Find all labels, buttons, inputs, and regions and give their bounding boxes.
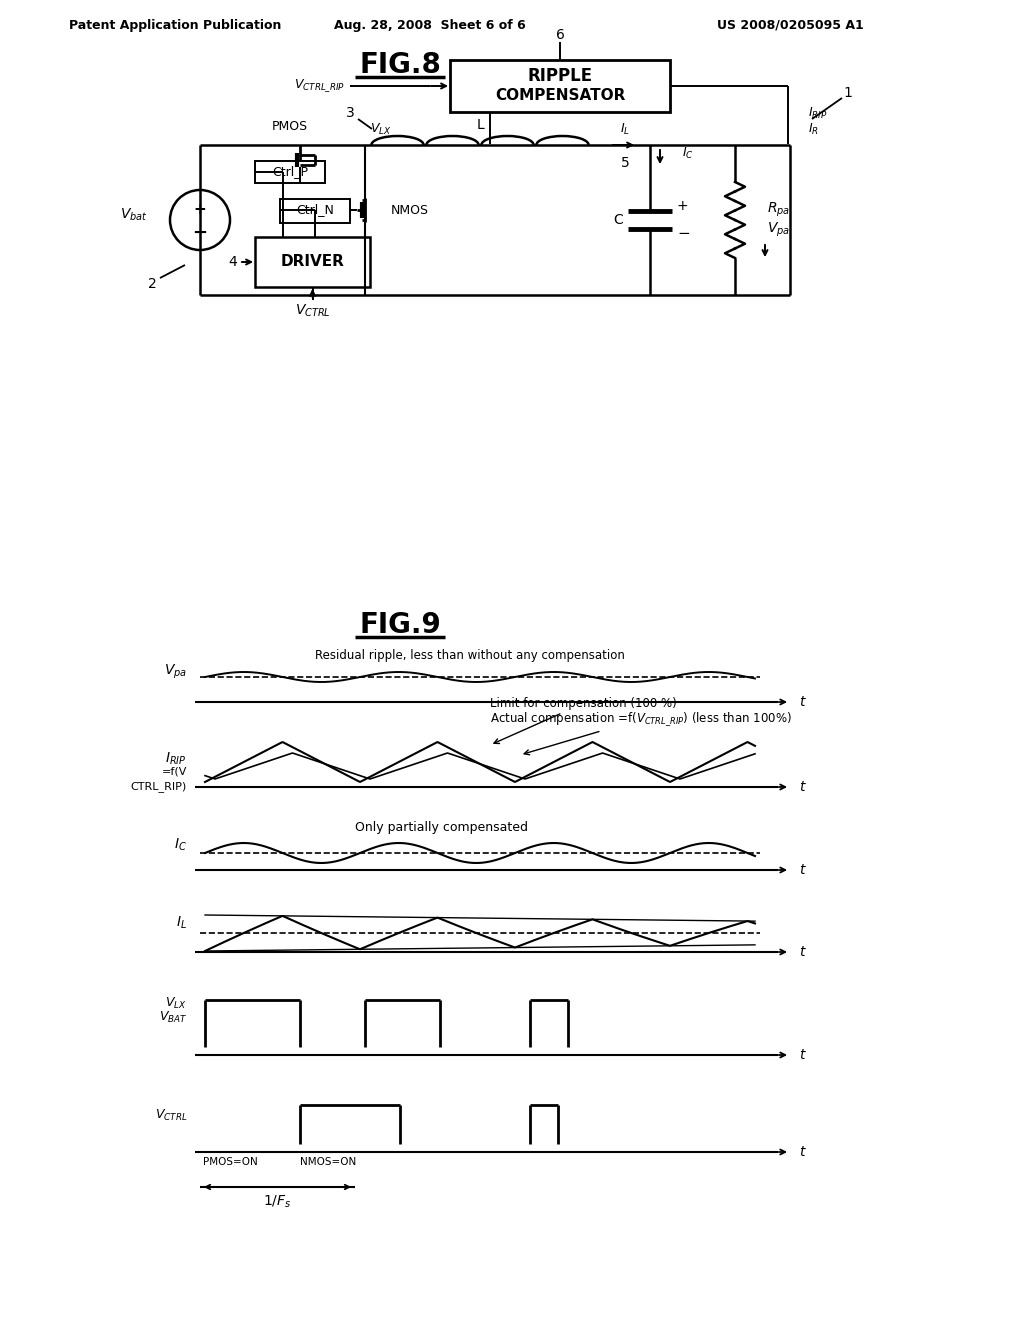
Text: 5: 5 [621, 156, 630, 170]
Text: t: t [800, 863, 805, 876]
Text: $1/F_s$: $1/F_s$ [263, 1193, 292, 1210]
Text: t: t [800, 1048, 805, 1063]
Text: $V_{bat}$: $V_{bat}$ [120, 207, 148, 223]
Text: CTRL_RIP): CTRL_RIP) [131, 781, 187, 792]
Text: $I_L$: $I_L$ [176, 915, 187, 931]
Bar [255, 161, 325, 183]
Text: +: + [194, 202, 207, 216]
Text: Patent Application Publication: Patent Application Publication [69, 18, 282, 32]
Text: −: − [677, 227, 690, 242]
Text: PMOS: PMOS [272, 120, 308, 133]
Text: 4: 4 [228, 255, 238, 269]
Text: $V_{pa}$: $V_{pa}$ [164, 663, 187, 681]
Text: RIPPLE: RIPPLE [527, 67, 593, 84]
Text: $I_{RIP}$: $I_{RIP}$ [166, 751, 187, 767]
Text: t: t [800, 945, 805, 960]
Bar [280, 199, 350, 223]
Text: $I_R$: $I_R$ [808, 121, 819, 136]
Text: $R_{pa}$: $R_{pa}$ [767, 201, 791, 219]
Text: 3: 3 [346, 106, 354, 120]
Text: t: t [800, 780, 805, 795]
Text: NMOS: NMOS [391, 203, 429, 216]
Text: PMOS=ON: PMOS=ON [203, 1158, 258, 1167]
Text: Only partially compensated: Only partially compensated [355, 821, 528, 834]
Text: t: t [800, 696, 805, 709]
Text: Aug. 28, 2008  Sheet 6 of 6: Aug. 28, 2008 Sheet 6 of 6 [334, 18, 526, 32]
Text: US 2008/0205095 A1: US 2008/0205095 A1 [717, 18, 863, 32]
Text: Actual compensation =f($V_{CTRL\_RIP}$) (less than 100%): Actual compensation =f($V_{CTRL\_RIP}$) … [490, 710, 792, 755]
Text: FIG.8: FIG.8 [359, 51, 441, 79]
Text: $V_{pa}$: $V_{pa}$ [767, 220, 790, 239]
Text: $I_C$: $I_C$ [682, 145, 694, 161]
Text: NMOS=ON: NMOS=ON [300, 1158, 356, 1167]
Text: +: + [677, 199, 688, 213]
Text: L: L [476, 117, 484, 132]
Text: $V_{LX}$: $V_{LX}$ [166, 995, 187, 1011]
Text: DRIVER: DRIVER [281, 255, 344, 269]
Text: Ctrl_N: Ctrl_N [296, 203, 334, 216]
Text: t: t [800, 1144, 805, 1159]
Text: $V_{LX}$: $V_{LX}$ [370, 121, 391, 136]
Text: Limit for compensation (100 %): Limit for compensation (100 %) [490, 697, 677, 743]
Text: 1: 1 [844, 86, 852, 100]
Text: COMPENSATOR: COMPENSATOR [495, 88, 626, 103]
Text: 2: 2 [147, 277, 157, 290]
Text: −: − [193, 224, 208, 242]
Bar [255, 238, 370, 286]
Text: $V_{CTRL}$: $V_{CTRL}$ [295, 302, 331, 319]
Text: $I_L$: $I_L$ [620, 121, 630, 136]
Text: FIG.9: FIG.9 [359, 611, 441, 639]
Text: $V_{CTRL\_RIP}$: $V_{CTRL\_RIP}$ [294, 78, 345, 94]
Text: $I_{RIP}$: $I_{RIP}$ [808, 106, 827, 120]
Text: $V_{CTRL}$: $V_{CTRL}$ [155, 1107, 187, 1122]
Text: C: C [613, 213, 623, 227]
Text: $V_{BAT}$: $V_{BAT}$ [159, 1010, 187, 1024]
Text: Ctrl_P: Ctrl_P [272, 165, 308, 178]
Text: Residual ripple, less than without any compensation: Residual ripple, less than without any c… [315, 649, 625, 663]
Text: 6: 6 [556, 28, 564, 42]
Text: =f(V: =f(V [162, 767, 187, 777]
Text: $I_C$: $I_C$ [174, 837, 187, 853]
Bar [450, 59, 670, 112]
